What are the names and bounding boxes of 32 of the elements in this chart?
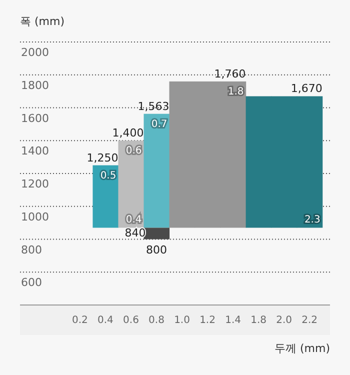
data-label: 1,760 [214,67,246,80]
x-tick-label: 0.8 [148,315,164,326]
x-tick-label: 1.4 [225,315,241,326]
y-tick-label: 1600 [21,112,49,125]
x-tick-label: 0.6 [123,315,139,326]
x-tick-label: 1.8 [250,315,267,326]
annotation: 800 [146,243,167,256]
x-tick-label: 2.2 [302,315,318,326]
annotation: 2.3 [304,214,320,226]
annotation: 0.5 [100,170,116,182]
y-tick-label: 1000 [21,210,49,224]
y-tick-label: 1800 [21,78,49,92]
x-tick-label: 2.0 [276,315,292,326]
x-tick-label: 1.0 [174,315,190,326]
y-tick-label: 1400 [21,144,49,158]
x-tick-label: 1.2 [200,315,216,326]
y-tick-label: 1200 [21,178,49,190]
annotation: 0.4 [126,214,142,226]
y-tick-label: 600 [21,276,42,290]
y-tick-label: 2000 [21,46,49,59]
annotation: 1.8 [228,86,244,98]
data-label: 1,250 [86,151,118,164]
x-tick-label: 0.2 [72,315,88,326]
annotation: 0.6 [126,146,142,157]
data-label: 1,563 [138,100,170,113]
y-axis-title: 폭 (mm) [20,15,65,28]
annotation: 0.7 [151,118,168,130]
y-tick-label: 800 [21,243,42,256]
x-axis-title: 두께 (mm) [274,342,330,355]
x-tick-label: 0.4 [98,315,114,326]
data-label: 1,670 [290,82,322,96]
data-label: 1,400 [112,126,144,140]
